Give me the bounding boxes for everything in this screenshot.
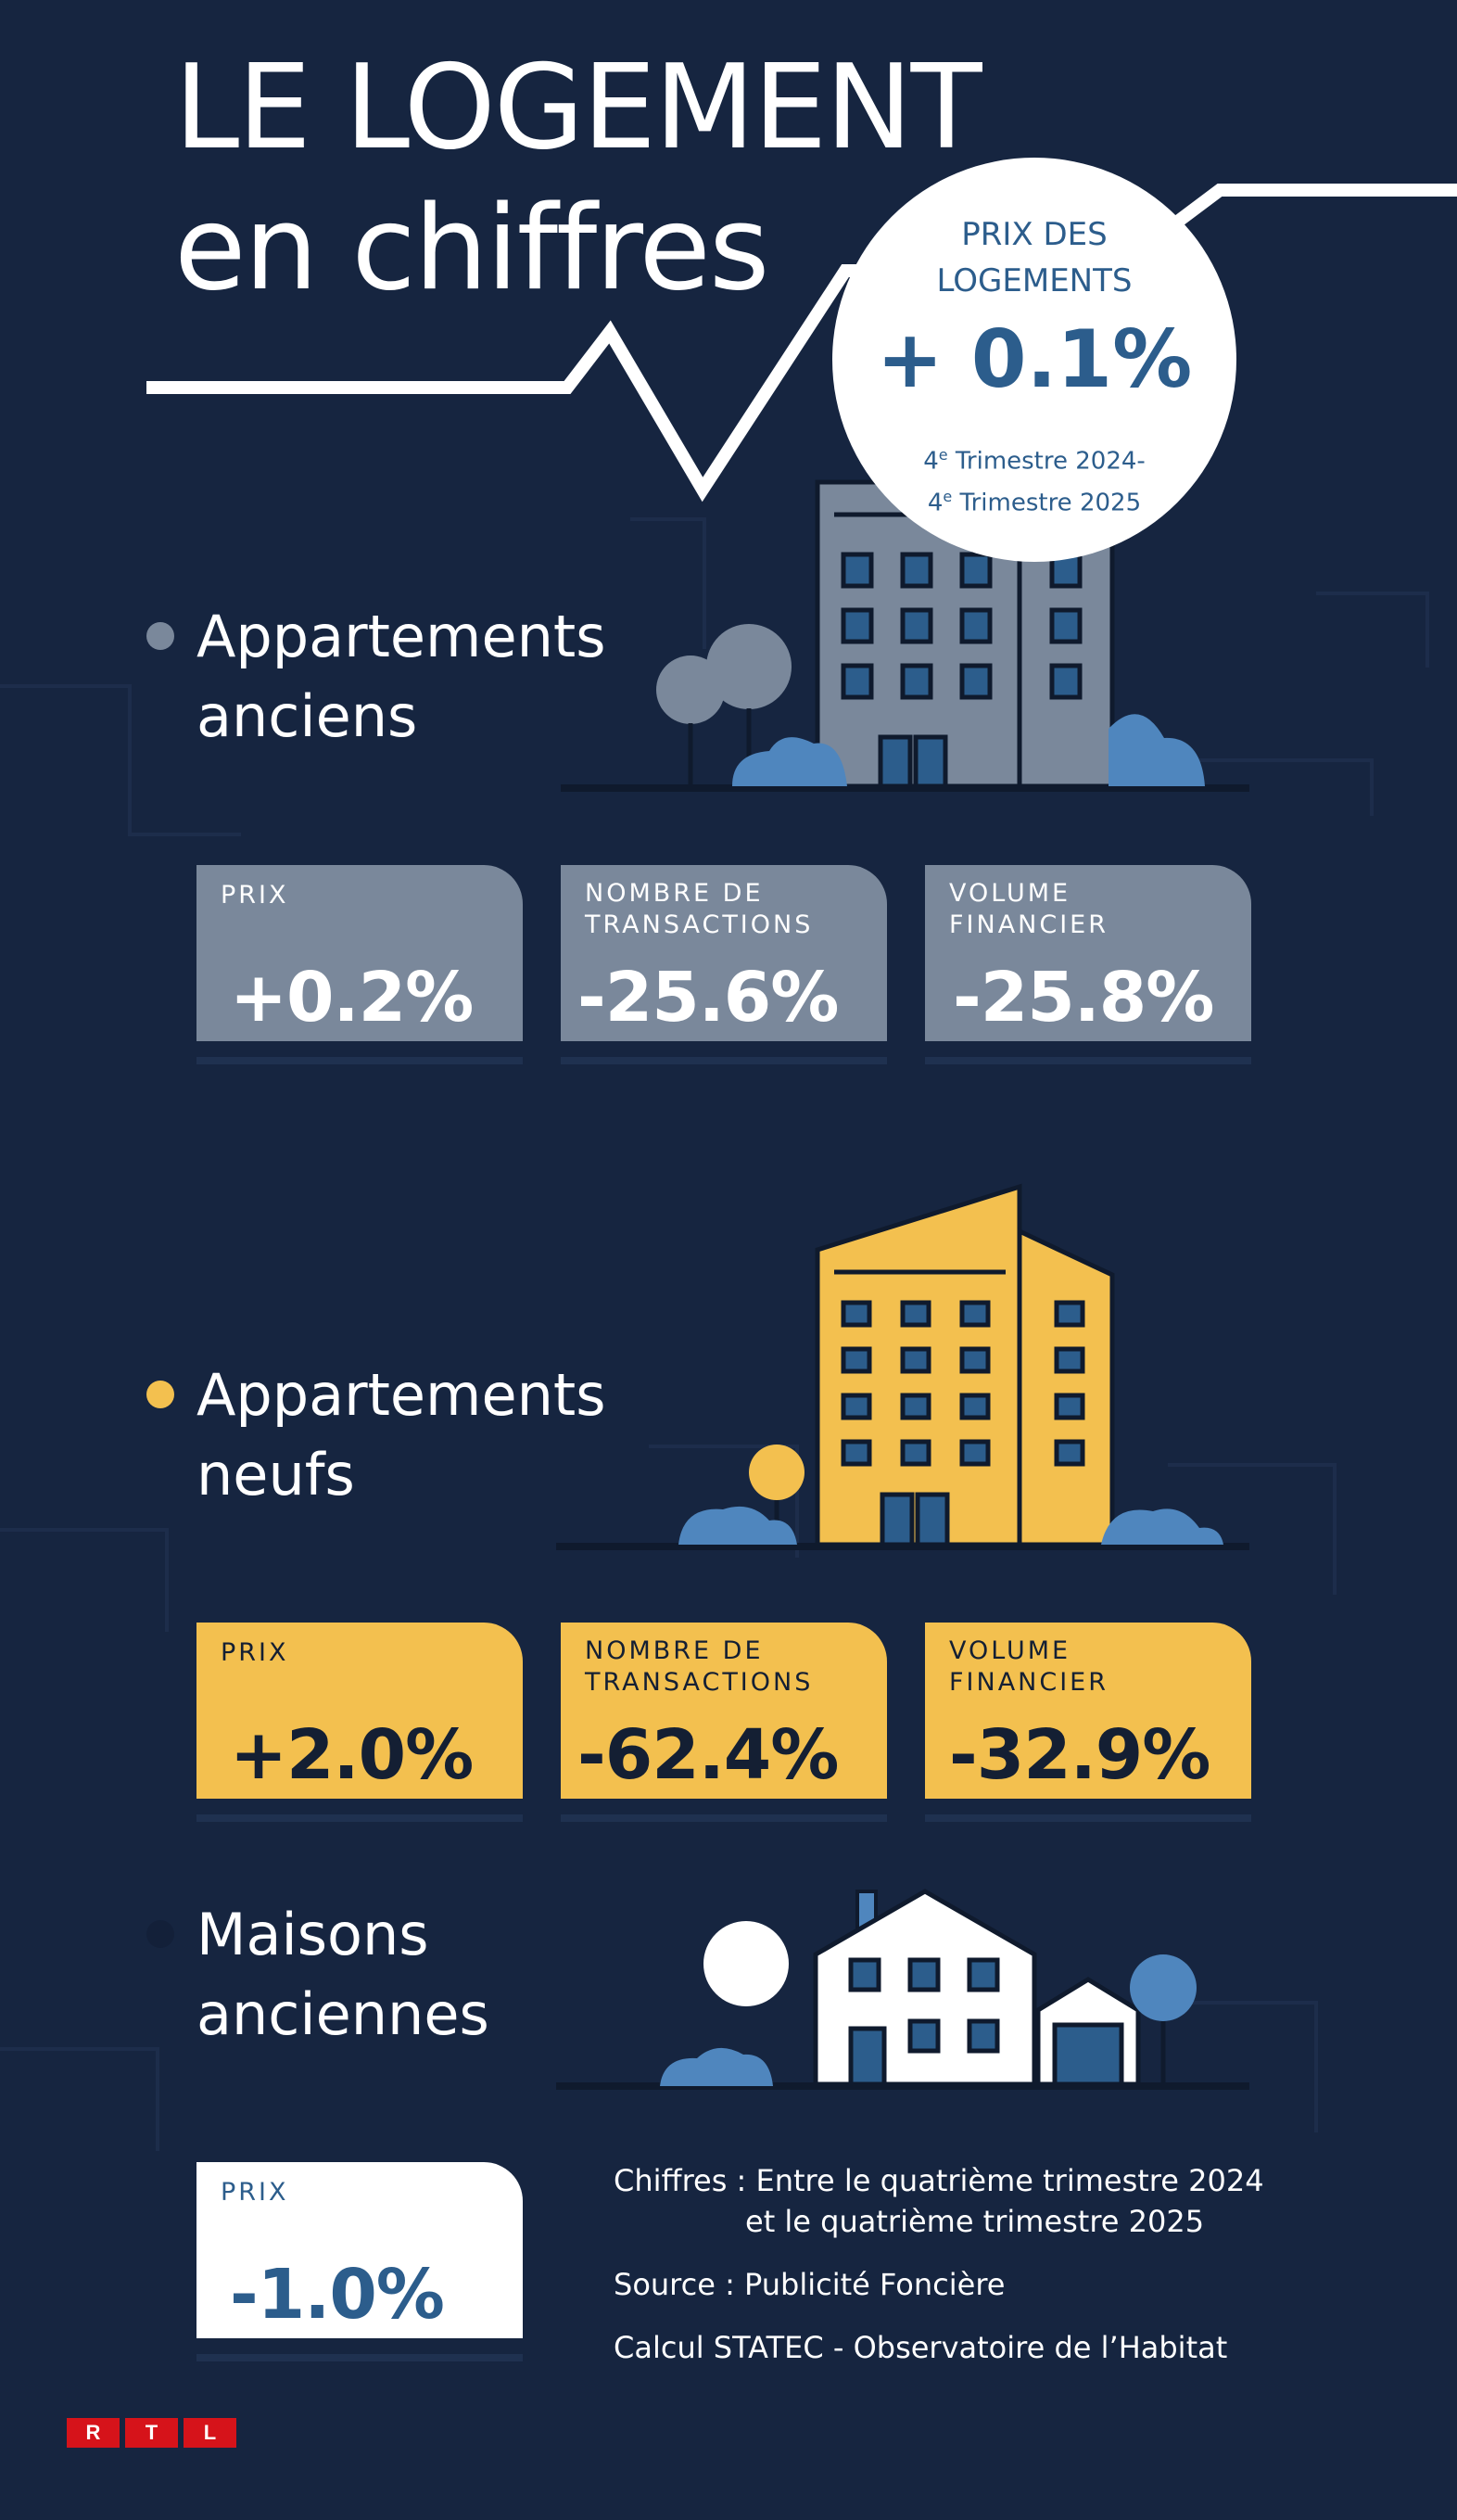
card-value: -62.4% (577, 1715, 839, 1795)
page-title: LE LOGEMENT en chiffres (174, 37, 1008, 319)
badge-period-2-text: Trimestre 2025 (952, 489, 1142, 517)
section-title-old-apartments: Appartements anciens (196, 597, 606, 757)
section-title-old-houses: Maisons anciennes (196, 1895, 489, 2055)
card-label: NOMBRE DE TRANSACTIONS (585, 878, 813, 941)
background-pattern (0, 517, 1429, 2151)
badge-label-line-2: LOGEMENTS (936, 262, 1133, 299)
card-new-apartments-volume: VOLUME FINANCIER -32.9% (925, 1623, 1251, 1799)
logo-letter-l: L (184, 2418, 236, 2448)
card-label-line-1: VOLUME (949, 879, 1071, 908)
badge-label: PRIX DES LOGEMENTS (832, 211, 1236, 304)
section-title-new-apartments: Appartements neufs (196, 1355, 606, 1515)
badge-period-line-1: 4e Trimestre 2024- (832, 438, 1236, 479)
card-shadow (196, 2354, 523, 2361)
price-trend-line (146, 184, 1457, 503)
card-label: VOLUME FINANCIER (949, 1635, 1109, 1699)
card-shadow (561, 1814, 887, 1822)
badge-period-1-text: Trimestre 2024- (947, 447, 1146, 476)
source-note: Source : Publicité Foncière (614, 2264, 1005, 2305)
logo-letter-r: R (67, 2418, 120, 2448)
card-old-houses-price: PRIX -1.0% (196, 2162, 523, 2338)
section-title-line-2: anciens (196, 682, 418, 750)
section-title-line-1: Maisons (196, 1901, 429, 1968)
badge-period-1-num: 4 (923, 447, 939, 476)
old-houses-icon (556, 1889, 1249, 2090)
section-bullet-old-apartments (146, 622, 174, 650)
card-shadow (925, 1814, 1251, 1822)
card-value: -25.8% (953, 958, 1214, 1037)
badge-label-line-1: PRIX DES (961, 216, 1108, 253)
card-old-apartments-transactions: NOMBRE DE TRANSACTIONS -25.6% (561, 865, 887, 1041)
section-bullet-new-apartments (146, 1381, 174, 1408)
card-old-apartments-volume: VOLUME FINANCIER -25.8% (925, 865, 1251, 1041)
card-shadow (925, 1057, 1251, 1064)
card-label: PRIX (221, 2178, 289, 2207)
calculation-note: Calcul STATEC - Observatoire de l’Habita… (614, 2330, 1228, 2365)
section-title-line-1: Appartements (196, 603, 606, 670)
card-shadow (561, 1057, 887, 1064)
figures-label: Chiffres : (614, 2163, 747, 2198)
card-value: -1.0% (230, 2255, 445, 2335)
section-title-line-2: anciennes (196, 1980, 489, 2048)
source-label: Source : (614, 2267, 735, 2302)
card-label-line-2: FINANCIER (949, 1668, 1109, 1697)
card-label-line-2: TRANSACTIONS (585, 910, 814, 939)
card-new-apartments-transactions: NOMBRE DE TRANSACTIONS -62.4% (561, 1623, 887, 1799)
card-label-line-1: VOLUME (949, 1636, 1071, 1665)
badge-period-2-num: 4 (927, 489, 944, 517)
logo-letter-t: T (125, 2418, 178, 2448)
card-shadow (196, 1057, 523, 1064)
card-label: PRIX (221, 1638, 289, 1667)
rtl-logo: R T L (67, 2418, 236, 2448)
section-title-line-2: neufs (196, 1441, 355, 1508)
housing-price-badge: PRIX DES LOGEMENTS + 0.1% 4e Trimestre 2… (832, 158, 1236, 562)
card-new-apartments-price: PRIX +2.0% (196, 1623, 523, 1799)
section-bullet-old-houses (146, 1920, 174, 1948)
source-value: Publicité Foncière (744, 2267, 1006, 2302)
badge-period-2-sup: e (943, 487, 953, 505)
card-value: -32.9% (949, 1715, 1210, 1795)
section-title-line-1: Appartements (196, 1361, 606, 1429)
new-apartment-building-icon (556, 1183, 1249, 1550)
card-shadow (196, 1814, 523, 1822)
card-label-line-1: NOMBRE DE (585, 879, 764, 908)
figures-line-1: Entre le quatrième trimestre 2024 (755, 2163, 1264, 2198)
card-label: VOLUME FINANCIER (949, 878, 1109, 941)
badge-period-1-sup: e (938, 446, 948, 464)
card-label-line-2: TRANSACTIONS (585, 1668, 814, 1697)
card-value: -25.6% (577, 958, 839, 1037)
badge-period-line-2: 4e Trimestre 2025 (832, 479, 1236, 521)
card-value: +2.0% (230, 1715, 474, 1795)
figures-note: Chiffres : Entre le quatrième trimestre … (614, 2160, 1264, 2201)
title-line-1: LE LOGEMENT (174, 39, 982, 175)
badge-value: + 0.1% (876, 313, 1193, 406)
badge-period: 4e Trimestre 2024- 4e Trimestre 2025 (832, 438, 1236, 520)
card-label: PRIX (221, 881, 289, 910)
card-old-apartments-price: PRIX +0.2% (196, 865, 523, 1041)
title-line-2: en chiffres (174, 180, 769, 316)
card-label: NOMBRE DE TRANSACTIONS (585, 1635, 813, 1699)
card-label-line-1: NOMBRE DE (585, 1636, 764, 1665)
figures-line-2: et le quatrième trimestre 2025 (745, 2204, 1205, 2239)
card-label-line-2: FINANCIER (949, 910, 1109, 939)
card-value: +0.2% (230, 958, 474, 1037)
